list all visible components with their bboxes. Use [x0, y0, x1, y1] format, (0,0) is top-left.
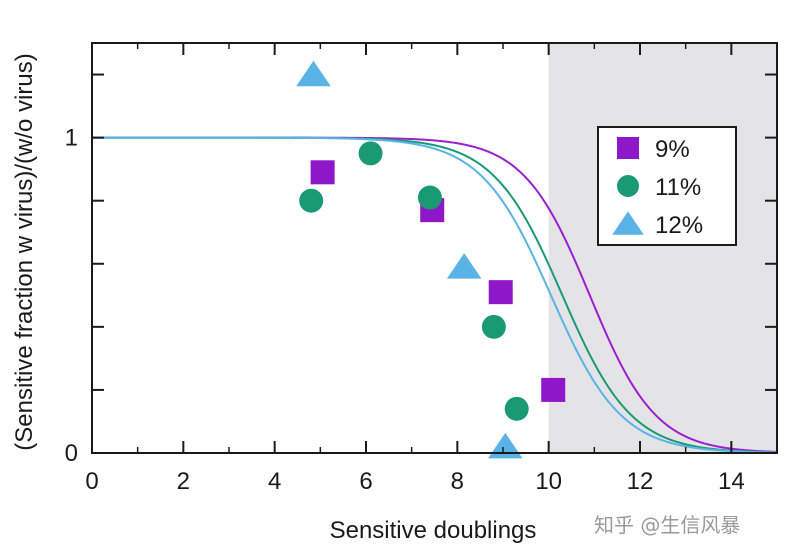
data-point-9%: [488, 280, 513, 305]
x-tick-label: 0: [85, 468, 98, 495]
x-tick-label: 10: [535, 468, 562, 495]
x-tick-label: 12: [627, 468, 654, 495]
data-point-12%: [446, 253, 482, 279]
data-point-11%: [417, 185, 442, 210]
y-tick-label: 1: [65, 125, 78, 152]
watermark: 知乎 @生信风暴: [594, 513, 741, 537]
plot-frame: [91, 42, 778, 454]
fit-curves: [92, 136, 778, 454]
data-point-11%: [299, 188, 324, 213]
data-point-11%: [481, 314, 506, 339]
legend-label: 11%: [655, 174, 701, 201]
axis-ticks: 0 2 4 6 8 10 12 14 0 1: [65, 43, 777, 495]
legend-marker-9%: [617, 137, 639, 159]
data-markers: [296, 60, 566, 459]
data-point-9%: [541, 377, 566, 402]
x-tick-label: 2: [177, 468, 190, 495]
shaded-region: [548, 43, 777, 453]
legend-marker-12%: [612, 211, 644, 235]
y-tick-label: 0: [65, 440, 78, 467]
data-point-9%: [310, 160, 335, 185]
data-point-12%: [488, 432, 523, 459]
legend-label: 9%: [655, 136, 690, 163]
x-tick-label: 6: [359, 468, 372, 495]
x-tick-label: 14: [718, 468, 745, 495]
x-axis-label: Sensitive doublings: [330, 517, 537, 544]
data-point-11%: [504, 396, 529, 421]
x-tick-label: 8: [451, 468, 464, 495]
data-point-11%: [358, 141, 383, 166]
legend: 9% 11% 12%: [597, 126, 737, 246]
legend-marker-11%: [617, 175, 639, 197]
y-axis-label: (Sensitive fraction w virus)/(w/o virus): [11, 53, 38, 450]
x-tick-label: 4: [268, 468, 281, 495]
legend-label: 12%: [655, 212, 703, 239]
data-point-12%: [296, 60, 331, 87]
fit-curve-12%: [92, 136, 778, 454]
